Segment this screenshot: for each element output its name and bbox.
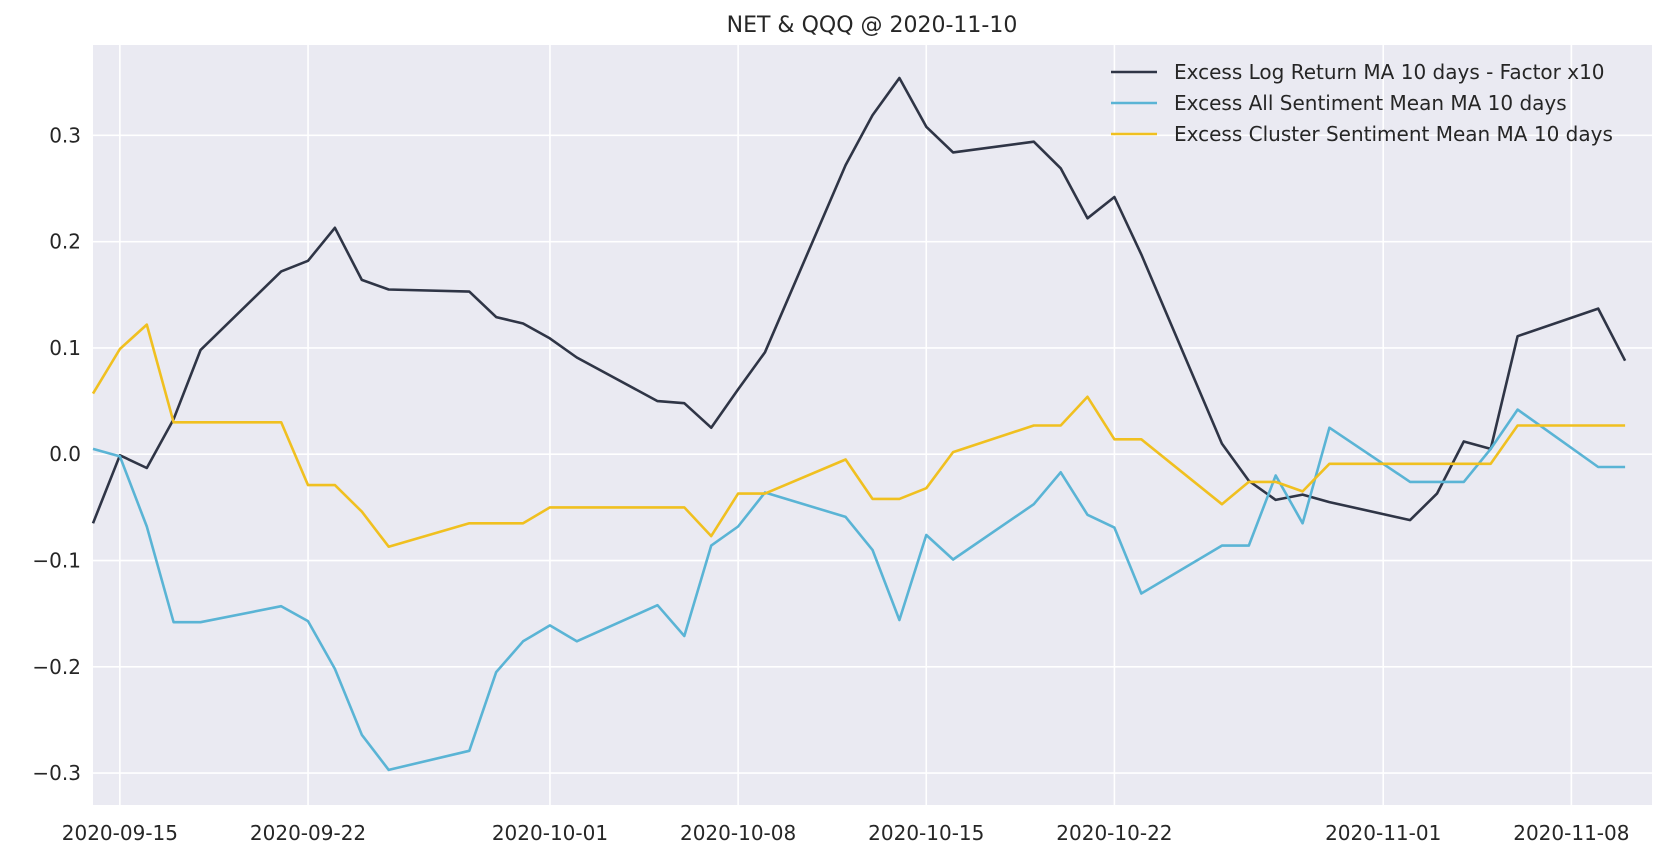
- x-tick-label: 2020-10-01: [492, 821, 608, 845]
- series-line-1: [91, 76, 1627, 524]
- y-tick-label: −0.3: [32, 761, 81, 785]
- x-tick-label: 2020-09-22: [250, 821, 366, 845]
- plot-background: [93, 45, 1652, 805]
- x-tick-label: 2020-10-08: [680, 821, 796, 845]
- y-tick-label: −0.1: [32, 549, 81, 573]
- x-tick-label: 2020-11-08: [1513, 821, 1629, 845]
- y-tick-label: 0.0: [49, 442, 81, 466]
- series-line-3: [91, 323, 1626, 549]
- y-axis-tick-labels: −0.3 −0.2 −0.1 0.0 0.1 0.2 0.3: [32, 123, 81, 785]
- y-tick-label: 0.3: [49, 123, 81, 147]
- y-tick-label: −0.2: [32, 655, 81, 679]
- x-tick-label: 2020-11-01: [1325, 821, 1441, 845]
- legend-label: Excess All Sentiment Mean MA 10 days: [1174, 91, 1567, 115]
- x-axis-tick-labels: 2020-09-15 2020-09-22 2020-10-01 2020-10-08…: [62, 821, 1630, 845]
- y-gridlines: [93, 134, 1652, 774]
- x-tick-label: 2020-10-22: [1056, 821, 1172, 845]
- chart-title: NET & QQQ @ 2020-11-10: [727, 13, 1018, 38]
- series-line-2: [92, 408, 1626, 772]
- x-tick-label: 2020-10-15: [868, 821, 984, 845]
- legend-label: Excess Cluster Sentiment Mean MA 10 days: [1174, 122, 1613, 146]
- y-tick-label: 0.2: [49, 230, 81, 254]
- x-tick-label: 2020-09-15: [62, 821, 178, 845]
- legend: Excess Log Return MA 10 days - Factor x1…: [1111, 60, 1613, 146]
- legend-label: Excess Log Return MA 10 days - Factor x1…: [1174, 60, 1605, 84]
- x-gridlines: [119, 45, 1573, 805]
- series-lines: [91, 76, 1627, 772]
- y-tick-label: 0.1: [49, 336, 81, 360]
